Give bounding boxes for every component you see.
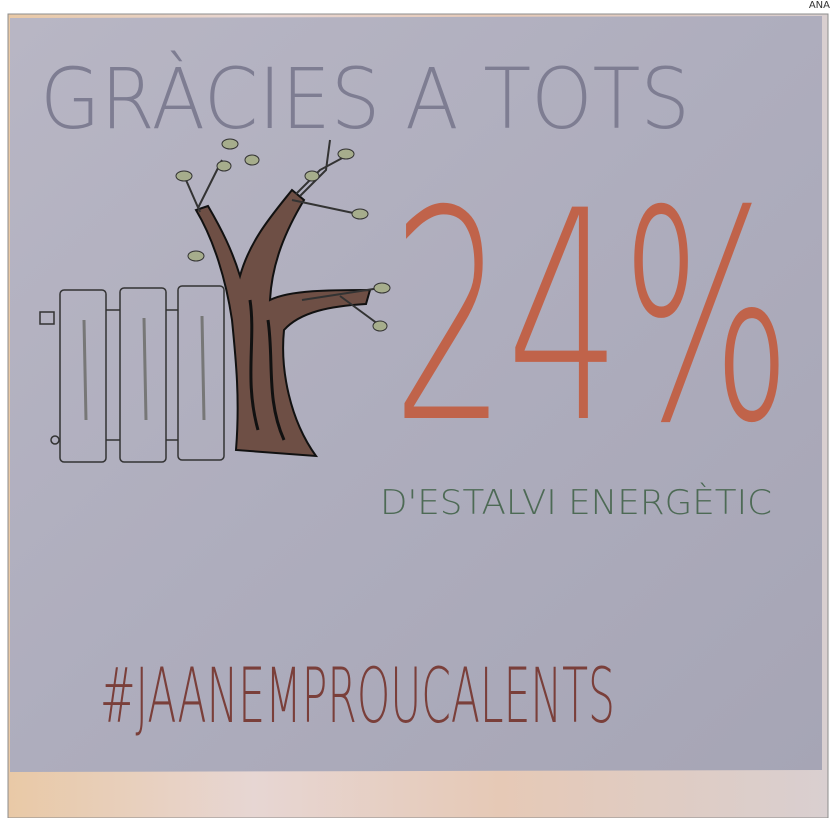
photo: ANA GRÀCIES A TOTS 24% D'ESTALVI ENERGÈT… [0, 0, 834, 818]
photo-credit: ANA [809, 0, 830, 11]
sign-figure: 24% [392, 150, 792, 487]
sign-hashtag: #JAANEMPROUCALENTS [100, 651, 615, 740]
sign-title: GRÀCIES A TOTS [40, 50, 690, 148]
sign-caption: D'ESTALVI ENERGÈTIC [380, 482, 772, 523]
page: ANA GRÀCIES A TOTS 24% D'ESTALVI ENERGÈT… [0, 0, 834, 818]
